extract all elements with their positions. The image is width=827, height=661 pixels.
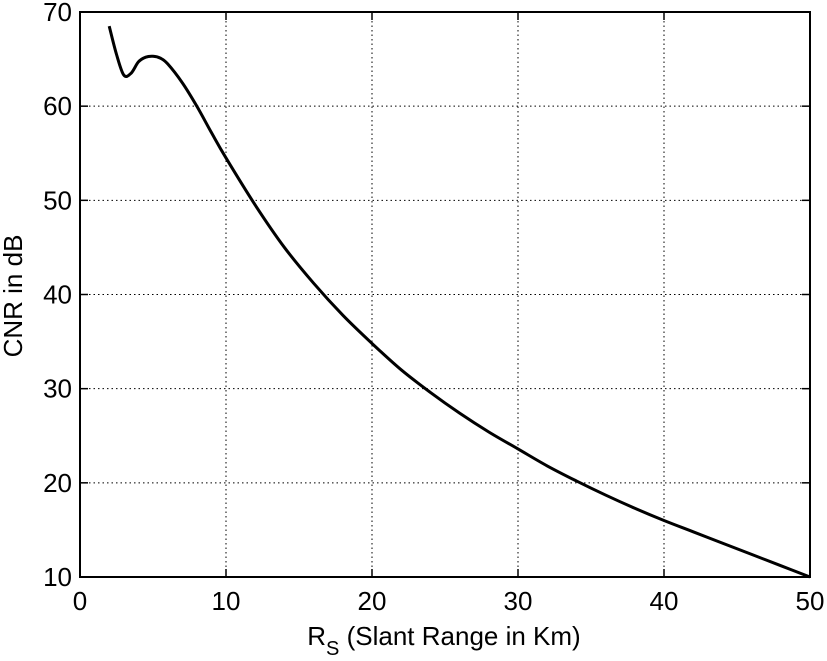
y-tick-label: 70 bbox=[43, 0, 72, 27]
y-tick-label: 50 bbox=[43, 185, 72, 215]
y-tick-label: 40 bbox=[43, 280, 72, 310]
y-tick-label: 20 bbox=[43, 468, 72, 498]
x-tick-label: 40 bbox=[650, 586, 679, 616]
y-tick-label: 30 bbox=[43, 374, 72, 404]
x-tick-label: 50 bbox=[796, 586, 825, 616]
grid bbox=[80, 12, 810, 577]
y-tick-label: 10 bbox=[43, 562, 72, 592]
x-tick-label: 30 bbox=[504, 586, 533, 616]
y-tick-label: 60 bbox=[43, 91, 72, 121]
x-tick-label: 10 bbox=[212, 586, 241, 616]
x-axis-label: RS (Slant Range in Km) bbox=[307, 621, 580, 660]
x-tick-label: 20 bbox=[358, 586, 387, 616]
axis-ticks bbox=[79, 11, 811, 578]
x-tick-label: 0 bbox=[73, 586, 87, 616]
y-axis-label: CNR in dB bbox=[0, 235, 28, 358]
series-line bbox=[107, 25, 811, 579]
